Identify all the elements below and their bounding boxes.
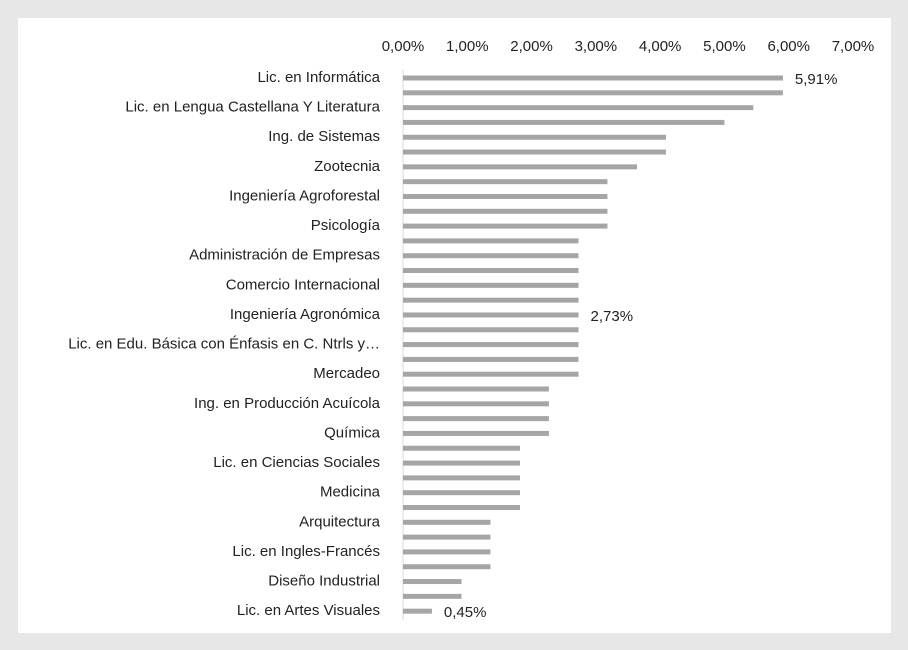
y-tick-label: Psicología <box>311 217 381 234</box>
y-tick-label: Comercio Internacional <box>226 276 380 293</box>
bar <box>403 149 666 155</box>
bar <box>403 164 637 170</box>
bar <box>403 475 520 481</box>
bar <box>403 416 549 422</box>
bar <box>403 386 549 392</box>
value-label: 0,45% <box>444 604 487 621</box>
value-label: 5,91% <box>795 71 838 88</box>
bar <box>403 75 783 81</box>
y-tick-label: Medicina <box>320 484 381 501</box>
bar <box>403 504 520 510</box>
y-tick-label: Lic. en Informática <box>257 69 380 86</box>
y-tick-label: Lic. en Ciencias Sociales <box>213 454 380 471</box>
bar <box>403 327 579 333</box>
x-tick-label: 3,00% <box>575 38 618 55</box>
y-tick-label: Lic. en Ingles-Francés <box>232 543 380 560</box>
bar <box>403 371 579 377</box>
bar <box>403 119 725 125</box>
bar <box>403 253 579 259</box>
bar <box>403 460 520 466</box>
bar <box>403 282 579 288</box>
bar <box>403 445 520 451</box>
y-tick-label: Ingeniería Agronómica <box>230 306 381 323</box>
x-tick-label: 0,00% <box>382 38 425 55</box>
value-label: 2,73% <box>591 308 634 325</box>
y-tick-label: Lic. en Lengua Castellana Y Literatura <box>125 99 380 116</box>
bar <box>403 223 608 229</box>
y-tick-label: Diseño Industrial <box>268 573 380 590</box>
bar <box>403 549 491 555</box>
bar <box>403 268 579 274</box>
bar <box>403 490 520 496</box>
y-tick-label: Lic. en Artes Visuales <box>237 602 380 619</box>
bar <box>403 564 491 570</box>
bar <box>403 342 579 348</box>
y-tick-label: Ing. en Producción Acuícola <box>194 395 381 412</box>
bar <box>403 608 432 614</box>
y-tick-label: Lic. en Edu. Básica con Énfasis en C. Nt… <box>68 336 380 353</box>
bar <box>403 134 666 140</box>
bar <box>403 593 462 599</box>
bar <box>403 401 549 407</box>
bar <box>403 90 783 96</box>
bar <box>403 179 608 185</box>
x-tick-label: 4,00% <box>639 38 682 55</box>
bar <box>403 312 579 318</box>
x-tick-label: 6,00% <box>767 38 810 55</box>
x-tick-label: 1,00% <box>446 38 489 55</box>
x-tick-label: 5,00% <box>703 38 746 55</box>
y-tick-label: Ing. de Sistemas <box>268 128 380 145</box>
y-tick-label: Zootecnia <box>314 158 381 175</box>
bar <box>403 193 608 199</box>
bar <box>403 356 579 362</box>
y-tick-label: Administración de Empresas <box>189 247 380 264</box>
bar <box>403 534 491 540</box>
y-tick-label: Ingeniería Agroforestal <box>229 187 380 204</box>
y-tick-label: Arquitectura <box>299 513 381 530</box>
bar <box>403 238 579 244</box>
bar <box>403 579 462 585</box>
bar <box>403 297 579 303</box>
bar <box>403 430 549 436</box>
x-tick-label: 2,00% <box>510 38 553 55</box>
bar <box>403 519 491 525</box>
y-tick-label: Mercadeo <box>313 365 380 382</box>
x-tick-label: 7,00% <box>832 38 875 55</box>
y-tick-label: Química <box>324 424 381 441</box>
bar <box>403 105 754 111</box>
bar <box>403 208 608 214</box>
